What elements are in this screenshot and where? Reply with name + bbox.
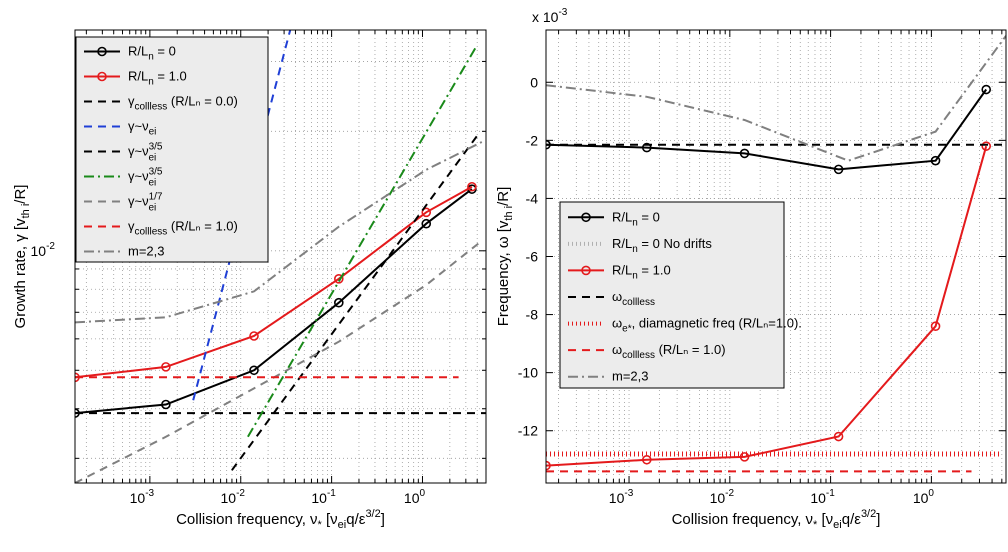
x-tick-label: 10-2 bbox=[220, 488, 245, 506]
x-axis-label: Collision frequency, ν* [νeiq/ε3/2] bbox=[672, 508, 881, 531]
right-legend: R/Ln = 0 R/Ln = 0 No drifts R/Ln = 1.0 ωcol… bbox=[559, 201, 802, 389]
y-axis-label: Growth rate, γ [vth i/R] bbox=[12, 185, 32, 329]
legend-label-gnu17: γ~ν1/7 ei bbox=[128, 192, 163, 214]
legend-label-gnu: γ~νei bbox=[128, 119, 156, 138]
legend-label-gcollless1: γcollless (R/Lₙ = 1.0) bbox=[128, 219, 238, 238]
legend-label-w0nd: R/Ln = 0 No drifts bbox=[612, 236, 712, 255]
data-point-rln0 bbox=[421, 218, 432, 229]
data-point-rln1 bbox=[161, 362, 171, 372]
y-tick-label: 0 bbox=[530, 74, 538, 90]
series-line-m23 bbox=[75, 141, 483, 324]
data-point-rln1 bbox=[421, 207, 432, 218]
legend-box bbox=[75, 36, 269, 263]
legend-label-wdia: ωe*, diamagnetic freq (R/Lₙ=1.0). bbox=[612, 316, 802, 335]
series-line-rln0 bbox=[75, 188, 473, 415]
legend-marker-w1 bbox=[581, 265, 591, 276]
y-tick-label: -6 bbox=[526, 249, 539, 265]
left-axis-labels: Collision frequency, ν* [νeiq/ε3/2] Growt… bbox=[12, 185, 385, 531]
series-line-gnu35 bbox=[231, 135, 479, 471]
x-tick-label: 10-1 bbox=[311, 488, 336, 506]
left-series bbox=[75, 30, 486, 483]
data-point-w0 bbox=[981, 84, 992, 95]
legend-label-gnu35g: γ~ν3/5 ei bbox=[128, 167, 163, 189]
legend-marker-rln1 bbox=[97, 71, 107, 82]
y-tick-label: 10-2 bbox=[31, 241, 56, 259]
legend-label-gnu35: γ~ν3/5 ei bbox=[128, 142, 163, 164]
legend-box bbox=[559, 201, 785, 389]
frequency-panel: 10-3 10-2 10-1 100 0 -2 -4 -6 -8 -10 -12 x 10-3 R/L… bbox=[495, 7, 1007, 531]
legend-label-rln0: R/Ln = 0 bbox=[128, 44, 176, 63]
y-tick-label: -8 bbox=[526, 307, 539, 323]
series-line-gnu17 bbox=[75, 240, 483, 483]
legend-marker-w0 bbox=[581, 212, 591, 223]
legend-label-rln1: R/Ln = 1.0 bbox=[128, 69, 187, 88]
y-tick-label: -4 bbox=[526, 190, 539, 206]
x-tick-label: 10-3 bbox=[609, 488, 634, 506]
series-line-w0 bbox=[546, 88, 988, 171]
x-tick-label: 10-3 bbox=[130, 488, 155, 506]
x-tick-label: 10-2 bbox=[710, 488, 735, 506]
legend-marker-rln0 bbox=[97, 46, 107, 57]
right-series bbox=[546, 35, 1006, 473]
data-point-rln0 bbox=[249, 365, 259, 376]
data-point-rln1 bbox=[467, 181, 477, 192]
y-axis-label: Frequency, ω [vth i/R] bbox=[495, 187, 515, 327]
series-line-wm23 bbox=[546, 35, 1006, 162]
series-line-gnu bbox=[192, 30, 292, 401]
data-point-w0 bbox=[833, 164, 844, 175]
x-axis-label: Collision frequency, ν* [νeiq/ε3/2] bbox=[176, 508, 385, 531]
data-point-w1 bbox=[739, 452, 750, 462]
legend-label-wm23: m=2,3 bbox=[612, 369, 649, 384]
data-point-w0 bbox=[739, 148, 750, 159]
x-tick-label: 100 bbox=[913, 488, 935, 506]
data-point-rln0 bbox=[161, 399, 171, 410]
data-point-w0 bbox=[641, 142, 652, 153]
data-point-rln1 bbox=[334, 274, 344, 284]
data-point-rln1 bbox=[249, 331, 259, 341]
growth-rate-panel: 10-3 10-2 10-1 100 10-2 R/Ln = 0 R/Ln = 1.0 γc… bbox=[12, 29, 487, 531]
y-tick-label: -2 bbox=[526, 132, 539, 148]
legend-label-wcoll: ωcollless bbox=[612, 289, 655, 308]
left-legend: R/Ln = 0 R/Ln = 1.0 γcollless (R/Lₙ = 0.0)… bbox=[75, 36, 269, 263]
right-ticks: 10-3 10-2 10-1 100 0 -2 -4 -6 -8 -10 -12 x 10-3 bbox=[518, 7, 1006, 506]
series-line-rln1 bbox=[75, 185, 473, 379]
data-point-w1 bbox=[546, 460, 551, 471]
legend-label-w1: R/Ln = 1.0 bbox=[612, 262, 671, 281]
y-tick-label: -10 bbox=[518, 365, 538, 381]
data-point-w1 bbox=[833, 431, 844, 442]
data-point-w1 bbox=[981, 141, 992, 151]
legend-label-gcollless0: γcollless (R/Lₙ = 0.0) bbox=[128, 94, 238, 113]
series-line-w1 bbox=[546, 145, 988, 467]
data-point-rln0 bbox=[334, 297, 344, 308]
legend-label-w0: R/Ln = 0 bbox=[612, 209, 660, 228]
data-point-w0 bbox=[930, 155, 941, 166]
legend-label-wcoll1: ωcollless (R/Lₙ = 1.0) bbox=[612, 342, 726, 361]
x-tick-label: 10-1 bbox=[810, 488, 835, 506]
y-tick-label: -12 bbox=[518, 423, 538, 439]
legend-label-m23: m=2,3 bbox=[128, 244, 165, 259]
left-axes-frame bbox=[74, 29, 487, 484]
right-axis-labels: Collision frequency, ν* [νeiq/ε3/2] Frequ… bbox=[495, 187, 880, 531]
data-point-w1 bbox=[930, 321, 941, 331]
x-tick-label: 100 bbox=[404, 488, 426, 506]
y-multiplier-label: x 10-3 bbox=[532, 7, 568, 25]
